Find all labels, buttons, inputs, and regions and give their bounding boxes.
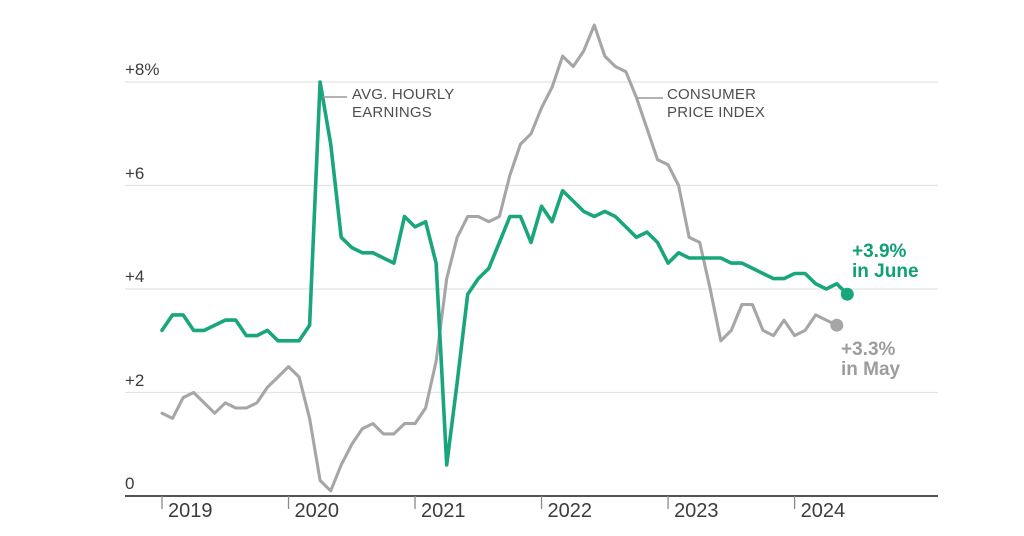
x-tick-label-2020: 2020 xyxy=(294,500,340,522)
series-label-consumer-price-index: CONSUMER PRICE INDEX xyxy=(667,86,765,122)
x-tick-label-2019: 2019 xyxy=(168,500,213,522)
gridlines xyxy=(125,81,938,394)
x-tick-label-2023: 2023 xyxy=(674,500,719,522)
series-label-line-1: AVG. HOURLY xyxy=(352,86,455,103)
x-tick-label-2024: 2024 xyxy=(800,500,846,522)
end-value-pct: +3.3% xyxy=(841,339,896,360)
end-dot-consumer-price-index xyxy=(830,318,844,332)
series-label-avg-hourly-earnings: AVG. HOURLY EARNINGS xyxy=(352,86,455,122)
series-label-line-1: CONSUMER xyxy=(667,86,757,103)
end-value-month: in June xyxy=(852,261,919,282)
end-value-label-cpi-may: +3.3% in May xyxy=(841,340,900,380)
end-value-pct: +3.9% xyxy=(852,241,907,262)
series-label-line-2: EARNINGS xyxy=(352,104,432,121)
end-value-month: in May xyxy=(841,359,901,380)
series-label-line-2: PRICE INDEX xyxy=(667,104,766,121)
x-tick-label-2021: 2021 xyxy=(421,500,466,522)
series-line-avg-hourly-earnings xyxy=(160,80,850,467)
x-axis xyxy=(125,495,938,509)
y-tick-label-4: +4 xyxy=(125,267,145,286)
y-tick-label-0: 0 xyxy=(125,474,135,493)
end-dot-avg-hourly-earnings xyxy=(840,287,854,301)
end-value-label-earnings-june: +3.9% in June xyxy=(852,242,919,282)
series-line-consumer-price-index xyxy=(160,23,839,493)
x-tick-label-2022: 2022 xyxy=(547,500,593,522)
series-lines xyxy=(160,23,854,493)
leader-lines xyxy=(322,96,663,99)
y-tick-label-6: +6 xyxy=(125,163,145,183)
y-tick-label-8pct: +8% xyxy=(125,60,160,79)
y-tick-label-2: +2 xyxy=(125,370,145,390)
